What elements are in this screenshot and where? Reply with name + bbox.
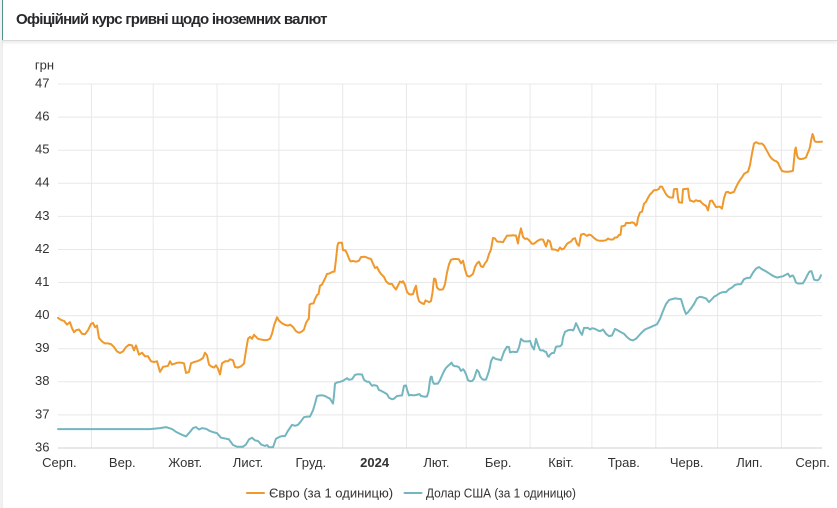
svg-text:36: 36 — [35, 439, 49, 454]
svg-text:46: 46 — [35, 109, 49, 124]
svg-text:Євро (за 1 одиницю): Євро (за 1 одиницю) — [269, 486, 393, 501]
svg-text:Серп.: Серп. — [42, 455, 77, 470]
svg-text:39: 39 — [35, 340, 49, 355]
svg-text:Лют.: Лют. — [423, 455, 449, 470]
svg-text:Вер.: Вер. — [109, 455, 136, 470]
svg-text:47: 47 — [35, 75, 49, 90]
svg-text:37: 37 — [35, 406, 49, 421]
svg-text:Трав.: Трав. — [608, 455, 640, 470]
svg-text:Бер.: Бер. — [485, 455, 512, 470]
svg-text:45: 45 — [35, 142, 49, 157]
svg-text:Жовт.: Жовт. — [168, 455, 202, 470]
svg-text:грн: грн — [35, 58, 54, 73]
svg-text:40: 40 — [35, 307, 49, 322]
svg-text:Груд.: Груд. — [295, 455, 326, 470]
svg-text:Лист.: Лист. — [233, 455, 263, 470]
svg-text:Долар США (за 1 одиницю): Долар США (за 1 одиницю) — [426, 486, 576, 501]
svg-text:2024: 2024 — [360, 455, 390, 470]
svg-text:Лип.: Лип. — [736, 455, 762, 470]
svg-text:44: 44 — [35, 175, 49, 190]
svg-text:Черв.: Черв. — [670, 455, 704, 470]
svg-text:41: 41 — [35, 274, 49, 289]
svg-text:43: 43 — [35, 208, 49, 223]
svg-text:Квіт.: Квіт. — [548, 455, 574, 470]
svg-text:42: 42 — [35, 241, 49, 256]
svg-text:Серп.: Серп. — [795, 455, 830, 470]
svg-text:38: 38 — [35, 373, 49, 388]
